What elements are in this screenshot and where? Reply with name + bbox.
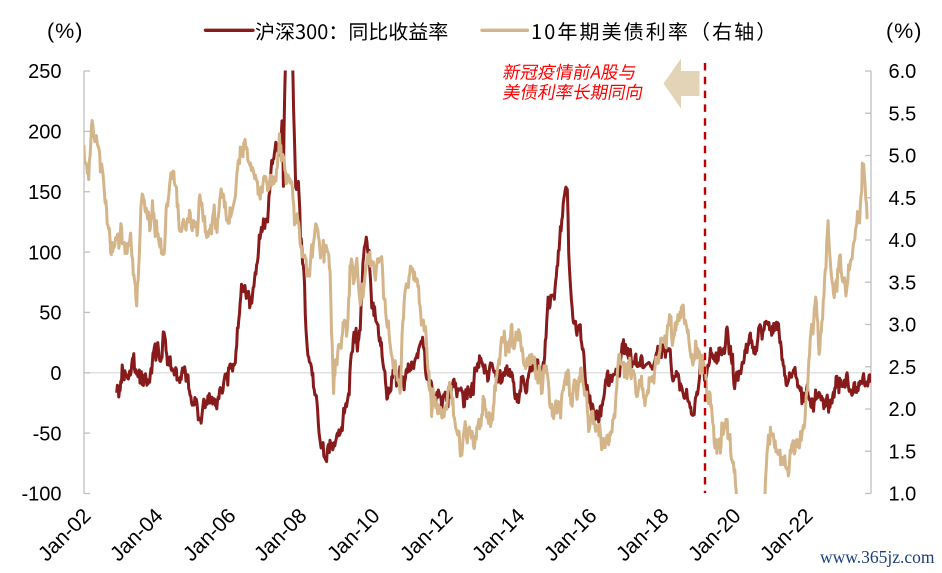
svg-text:1.0: 1.0 bbox=[889, 484, 917, 506]
svg-text:www.365jz.com: www.365jz.com bbox=[820, 547, 935, 567]
svg-text:100: 100 bbox=[28, 242, 61, 264]
svg-text:250: 250 bbox=[28, 61, 61, 83]
svg-text:1.5: 1.5 bbox=[889, 441, 917, 463]
svg-text:200: 200 bbox=[28, 122, 61, 144]
svg-text:4.5: 4.5 bbox=[889, 188, 917, 210]
svg-text:(%): (%) bbox=[886, 19, 922, 43]
svg-text:2.5: 2.5 bbox=[889, 357, 917, 379]
svg-text:4.0: 4.0 bbox=[889, 230, 917, 252]
svg-text:(%): (%) bbox=[47, 19, 83, 43]
svg-text:150: 150 bbox=[28, 182, 61, 204]
svg-text:0: 0 bbox=[50, 363, 61, 385]
svg-text:-50: -50 bbox=[33, 423, 62, 445]
svg-text:3.0: 3.0 bbox=[889, 315, 917, 337]
svg-text:50: 50 bbox=[39, 303, 61, 325]
svg-text:-100: -100 bbox=[21, 484, 61, 506]
svg-text:6.0: 6.0 bbox=[889, 61, 917, 83]
svg-text:3.5: 3.5 bbox=[889, 272, 917, 294]
svg-text:2.0: 2.0 bbox=[889, 399, 917, 421]
svg-text:5.0: 5.0 bbox=[889, 146, 917, 168]
svg-text:5.5: 5.5 bbox=[889, 104, 917, 126]
